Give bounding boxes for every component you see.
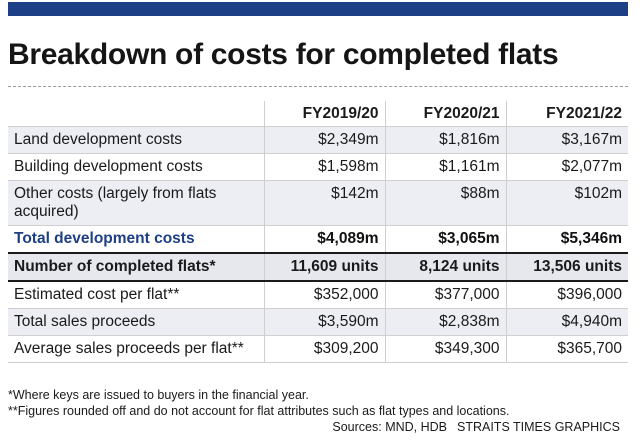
cell-value: $377,000: [384, 281, 506, 309]
cell-value: $349,300: [384, 335, 506, 363]
dashed-divider: [8, 86, 628, 87]
row-label: Estimated cost per flat**: [8, 281, 264, 309]
cell-value: $396,000: [505, 281, 628, 309]
table-row: Estimated cost per flat** $352,000 $377,…: [8, 281, 628, 309]
row-label: Other costs (largely from flats acquired…: [8, 180, 264, 226]
column-header-fy2019: FY2019/20: [263, 101, 385, 127]
completed-flats-row: Number of completed flats* 11,609 units …: [8, 252, 628, 282]
footnote-keys: *Where keys are issued to buyers in the …: [8, 388, 309, 402]
cell-value: $3,167m: [505, 126, 628, 154]
cell-value: $352,000: [263, 281, 385, 309]
cell-value: $1,598m: [263, 153, 385, 181]
cell-value: $3,590m: [263, 308, 385, 336]
cell-value: $5,346m: [505, 225, 628, 254]
table-header-row: FY2019/20 FY2020/21 FY2021/22: [8, 101, 628, 127]
cell-value: $4,940m: [505, 308, 628, 336]
row-label: Total sales proceeds: [8, 308, 264, 336]
cell-value: $3,065m: [384, 225, 506, 254]
cell-value: $102m: [505, 180, 628, 226]
column-header-label: [8, 101, 264, 127]
table-row: Other costs (largely from flats acquired…: [8, 180, 628, 226]
cell-value: 11,609 units: [263, 252, 385, 282]
page-title: Breakdown of costs for completed flats: [8, 38, 559, 71]
total-row: Total development costs $4,089m $3,065m …: [8, 225, 628, 254]
cell-value: $4,089m: [263, 225, 385, 254]
cell-value: $2,349m: [263, 126, 385, 154]
cell-value: $2,838m: [384, 308, 506, 336]
row-label: Land development costs: [8, 126, 264, 154]
table-row: Average sales proceeds per flat** $309,2…: [8, 335, 628, 363]
cell-value: $1,816m: [384, 126, 506, 154]
cell-value: $309,200: [263, 335, 385, 363]
cell-value: $88m: [384, 180, 506, 226]
table-row: Building development costs $1,598m $1,16…: [8, 153, 628, 181]
cell-value: 8,124 units: [384, 252, 506, 282]
row-label: Total development costs: [8, 225, 264, 254]
sources-text: Sources: MND, HDB: [332, 420, 447, 434]
table-row: Total sales proceeds $3,590m $2,838m $4,…: [8, 308, 628, 336]
cell-value: 13,506 units: [505, 252, 628, 282]
cost-table: FY2019/20 FY2020/21 FY2021/22 Land devel…: [8, 101, 628, 363]
top-accent-bar: [8, 2, 628, 16]
column-header-fy2021: FY2021/22: [505, 101, 628, 127]
row-label: Average sales proceeds per flat**: [8, 335, 264, 363]
footnote-rounding: **Figures rounded off and do not account…: [8, 404, 510, 418]
row-label: Number of completed flats*: [8, 252, 264, 282]
cell-value: $2,077m: [505, 153, 628, 181]
graphics-credit: STRAITS TIMES GRAPHICS: [457, 420, 620, 434]
row-label: Building development costs: [8, 153, 264, 181]
column-header-fy2020: FY2020/21: [384, 101, 506, 127]
footnotes: *Where keys are issued to buyers in the …: [8, 387, 632, 435]
source-credit: Sources: MND, HDB STRAITS TIMES GRAPHICS: [8, 419, 632, 435]
cell-value: $1,161m: [384, 153, 506, 181]
cell-value: $142m: [263, 180, 385, 226]
table-row: Land development costs $2,349m $1,816m $…: [8, 126, 628, 154]
cell-value: $365,700: [505, 335, 628, 363]
